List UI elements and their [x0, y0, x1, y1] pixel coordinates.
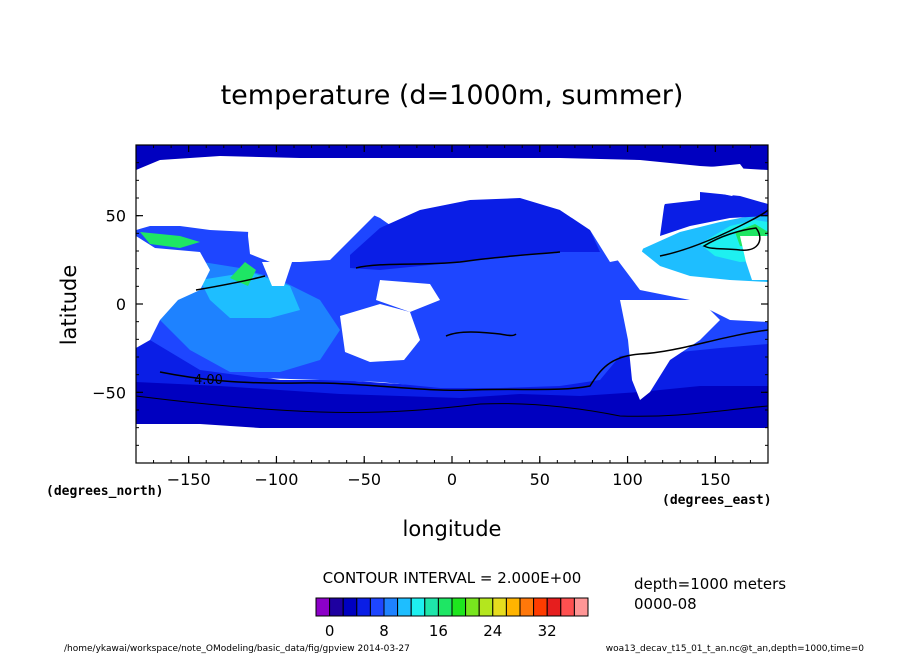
land-antarctica — [136, 428, 768, 463]
colorbar-swatch — [424, 597, 439, 617]
colorbar-tick-label: 32 — [538, 622, 557, 640]
colorbar-swatch — [573, 597, 589, 617]
contour-line-north-atlantic — [659, 209, 769, 257]
colorbar-swatch — [478, 597, 494, 617]
contour-line-4-north-pacific — [355, 251, 561, 269]
colorbar-tick-label: 0 — [325, 622, 335, 640]
contour-line-4-south — [159, 329, 769, 392]
colorbar-swatch — [560, 597, 575, 617]
land-india — [262, 262, 292, 286]
y-axis-unit: (degrees_north) — [46, 484, 163, 499]
contour-interval-text: CONTOUR INTERVAL = 2.000E+00 — [323, 569, 582, 587]
land-australia — [340, 304, 420, 362]
field-band-north-pacific — [350, 198, 600, 270]
field-band-arctic-north — [136, 145, 768, 170]
x-tick-label: −100 — [254, 470, 298, 489]
x-axis-ticks: −150 −100 −50 0 50 100 150 — [135, 145, 769, 489]
colorbar-swatch — [315, 597, 331, 617]
colorbar-swatch — [465, 597, 480, 617]
colorbar-tick-label: 8 — [379, 622, 389, 640]
x-tick-label: 150 — [700, 470, 731, 489]
x-tick-label: 50 — [530, 470, 550, 489]
x-axis-unit: (degrees_east) — [662, 493, 772, 508]
land-europe — [740, 236, 768, 280]
contour-line-4-southern — [135, 395, 769, 417]
colorbar-swatch — [342, 597, 358, 617]
land-greenland — [700, 164, 752, 196]
x-tick-label: 100 — [612, 470, 643, 489]
y-tick-label: 50 — [106, 207, 126, 226]
y-axis-ticks: −50 0 50 — [92, 144, 768, 464]
field-band-mediterranean — [140, 232, 200, 248]
footer-source: woa13_decav_t15_01_t_an.nc@t_an,depth=10… — [606, 644, 865, 654]
colorbar-swatch — [383, 597, 399, 617]
colorbar-labels: 0 8 16 24 32 — [325, 622, 557, 640]
footer-path: /home/ykawai/workspace/note_OModeling/ba… — [64, 644, 410, 654]
plot-area: 4.00 −150 −100 −50 0 50 100 150 −50 0 50 — [92, 144, 769, 489]
contour-line-mediterranean — [702, 227, 761, 251]
colorbar-swatch — [397, 597, 412, 617]
x-axis-label: longitude — [403, 517, 502, 541]
colorbar-tick-label: 16 — [429, 622, 448, 640]
colorbar-swatch — [546, 597, 562, 617]
x-tick-label: −50 — [347, 470, 381, 489]
chart-title: temperature (d=1000m, summer) — [221, 80, 684, 111]
colorbar-swatch — [356, 597, 371, 617]
contour-lines — [135, 209, 769, 417]
colorbar — [315, 597, 589, 617]
x-tick-label: −150 — [167, 470, 211, 489]
colorbar-swatch — [437, 597, 453, 617]
land-maritime-se-asia — [376, 280, 440, 312]
colorbar-swatch — [533, 597, 548, 617]
colorbar-swatch — [519, 597, 535, 617]
colorbar-swatch — [492, 597, 507, 617]
time-text: 0000-08 — [634, 595, 697, 613]
colorbar-swatch — [410, 597, 426, 617]
colorbar-tick-label: 24 — [483, 622, 502, 640]
field-band-labrador — [660, 192, 768, 236]
colorbar-swatch — [369, 597, 385, 617]
depth-text: depth=1000 meters — [634, 575, 786, 593]
land-africa — [136, 236, 210, 348]
x-tick-label: 0 — [447, 470, 457, 489]
land-asia — [248, 176, 390, 262]
land-north-america — [560, 166, 700, 262]
contour-line-east-pacific — [445, 331, 517, 337]
contour-label: 4.00 — [194, 373, 223, 388]
y-tick-label: −50 — [92, 383, 126, 402]
contour-line-red-sea — [195, 275, 266, 291]
colorbar-swatch — [451, 597, 467, 617]
colorbar-swatch — [505, 597, 521, 617]
y-axis-label: latitude — [57, 265, 81, 346]
field-band-southern-ocean — [136, 335, 768, 398]
y-tick-label: 0 — [116, 295, 126, 314]
colorbar-swatch — [329, 597, 344, 617]
